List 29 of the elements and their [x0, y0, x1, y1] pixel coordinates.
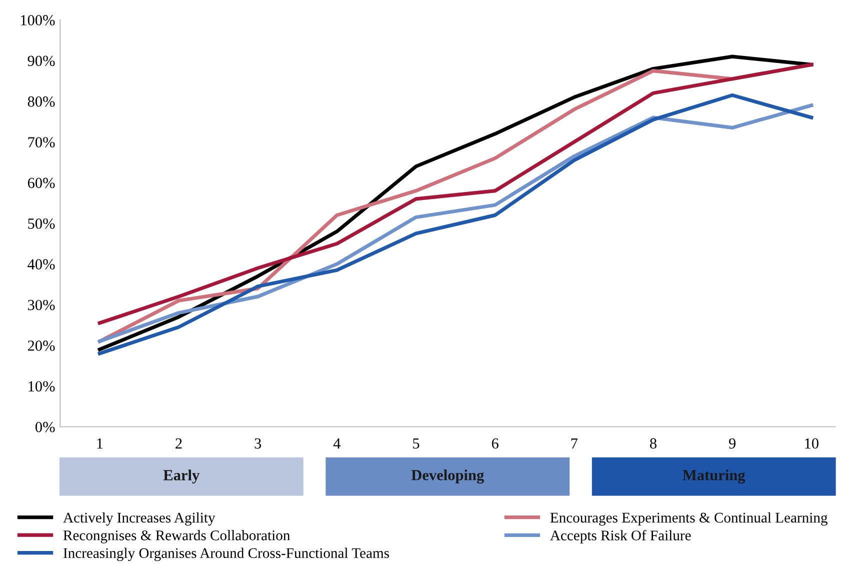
legend-label: Recongnises & Rewards Collaboration — [63, 530, 290, 544]
x-tick-label: 4 — [333, 438, 341, 448]
legend-label: Accepts Risk Of Failure — [550, 530, 691, 544]
x-tick-label: 8 — [650, 438, 656, 449]
y-tick-label: 80% — [28, 96, 55, 107]
y-tick-label: 20% — [28, 340, 55, 351]
x-tick-label: 10 — [805, 438, 818, 449]
y-tick-label: 60% — [28, 178, 55, 188]
y-tick-label: 0% — [35, 422, 55, 432]
text: Maturing — [682, 470, 746, 484]
x-tick-label: 2 — [176, 438, 182, 448]
legend-label: Actively Increases Agility — [63, 512, 216, 526]
text: Early — [163, 470, 200, 484]
text: Developing — [411, 470, 484, 484]
y-tick-label: 90% — [28, 56, 55, 66]
y-tick-label: 10% — [28, 381, 55, 392]
y-tick-label: 40% — [28, 259, 55, 270]
legend-label: Encourages Experiments & Continual Learning — [550, 512, 828, 526]
x-tick-label: 9 — [729, 438, 736, 449]
x-tick-label: 1 — [97, 438, 103, 448]
x-tick-label: 7 — [571, 438, 578, 448]
legend-label: Increasingly Organises Around Cross-Functional Teams — [64, 548, 389, 562]
y-tick-label: 70% — [28, 137, 55, 148]
y-tick-label: 100% — [20, 15, 55, 26]
y-tick-label: 30% — [28, 300, 55, 310]
x-tick-label: 3 — [254, 438, 262, 449]
x-tick-label: 6 — [492, 438, 498, 449]
x-tick-label: 5 — [413, 438, 420, 449]
y-tick-label: 50% — [28, 218, 55, 229]
